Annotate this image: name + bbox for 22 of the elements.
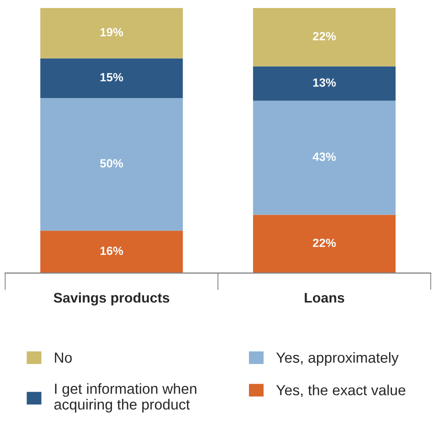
legend-label: Yes, the exact value <box>276 384 406 398</box>
x-tick-label: Savings products <box>54 292 170 306</box>
data-label: 19% <box>100 28 124 36</box>
bar <box>40 230 183 274</box>
data-label: 22% <box>312 32 336 40</box>
legend-label: No <box>54 352 72 363</box>
bar <box>253 8 396 66</box>
bar <box>253 100 396 215</box>
data-label: 22% <box>312 238 336 248</box>
data-label: 43% <box>312 152 336 161</box>
legend-label: I get information when acquiring the product <box>54 383 196 413</box>
bar <box>40 98 183 231</box>
bar <box>40 58 183 98</box>
data-label: 15% <box>100 73 124 82</box>
data-label: 16% <box>100 246 124 255</box>
bar <box>253 214 396 274</box>
legend-label: Yes, approximately <box>276 352 399 366</box>
data-label: 50% <box>100 159 124 168</box>
x-tick-label: Loans <box>304 292 344 303</box>
data-label: 13% <box>313 78 336 87</box>
bar <box>253 66 396 101</box>
bar <box>40 8 183 58</box>
